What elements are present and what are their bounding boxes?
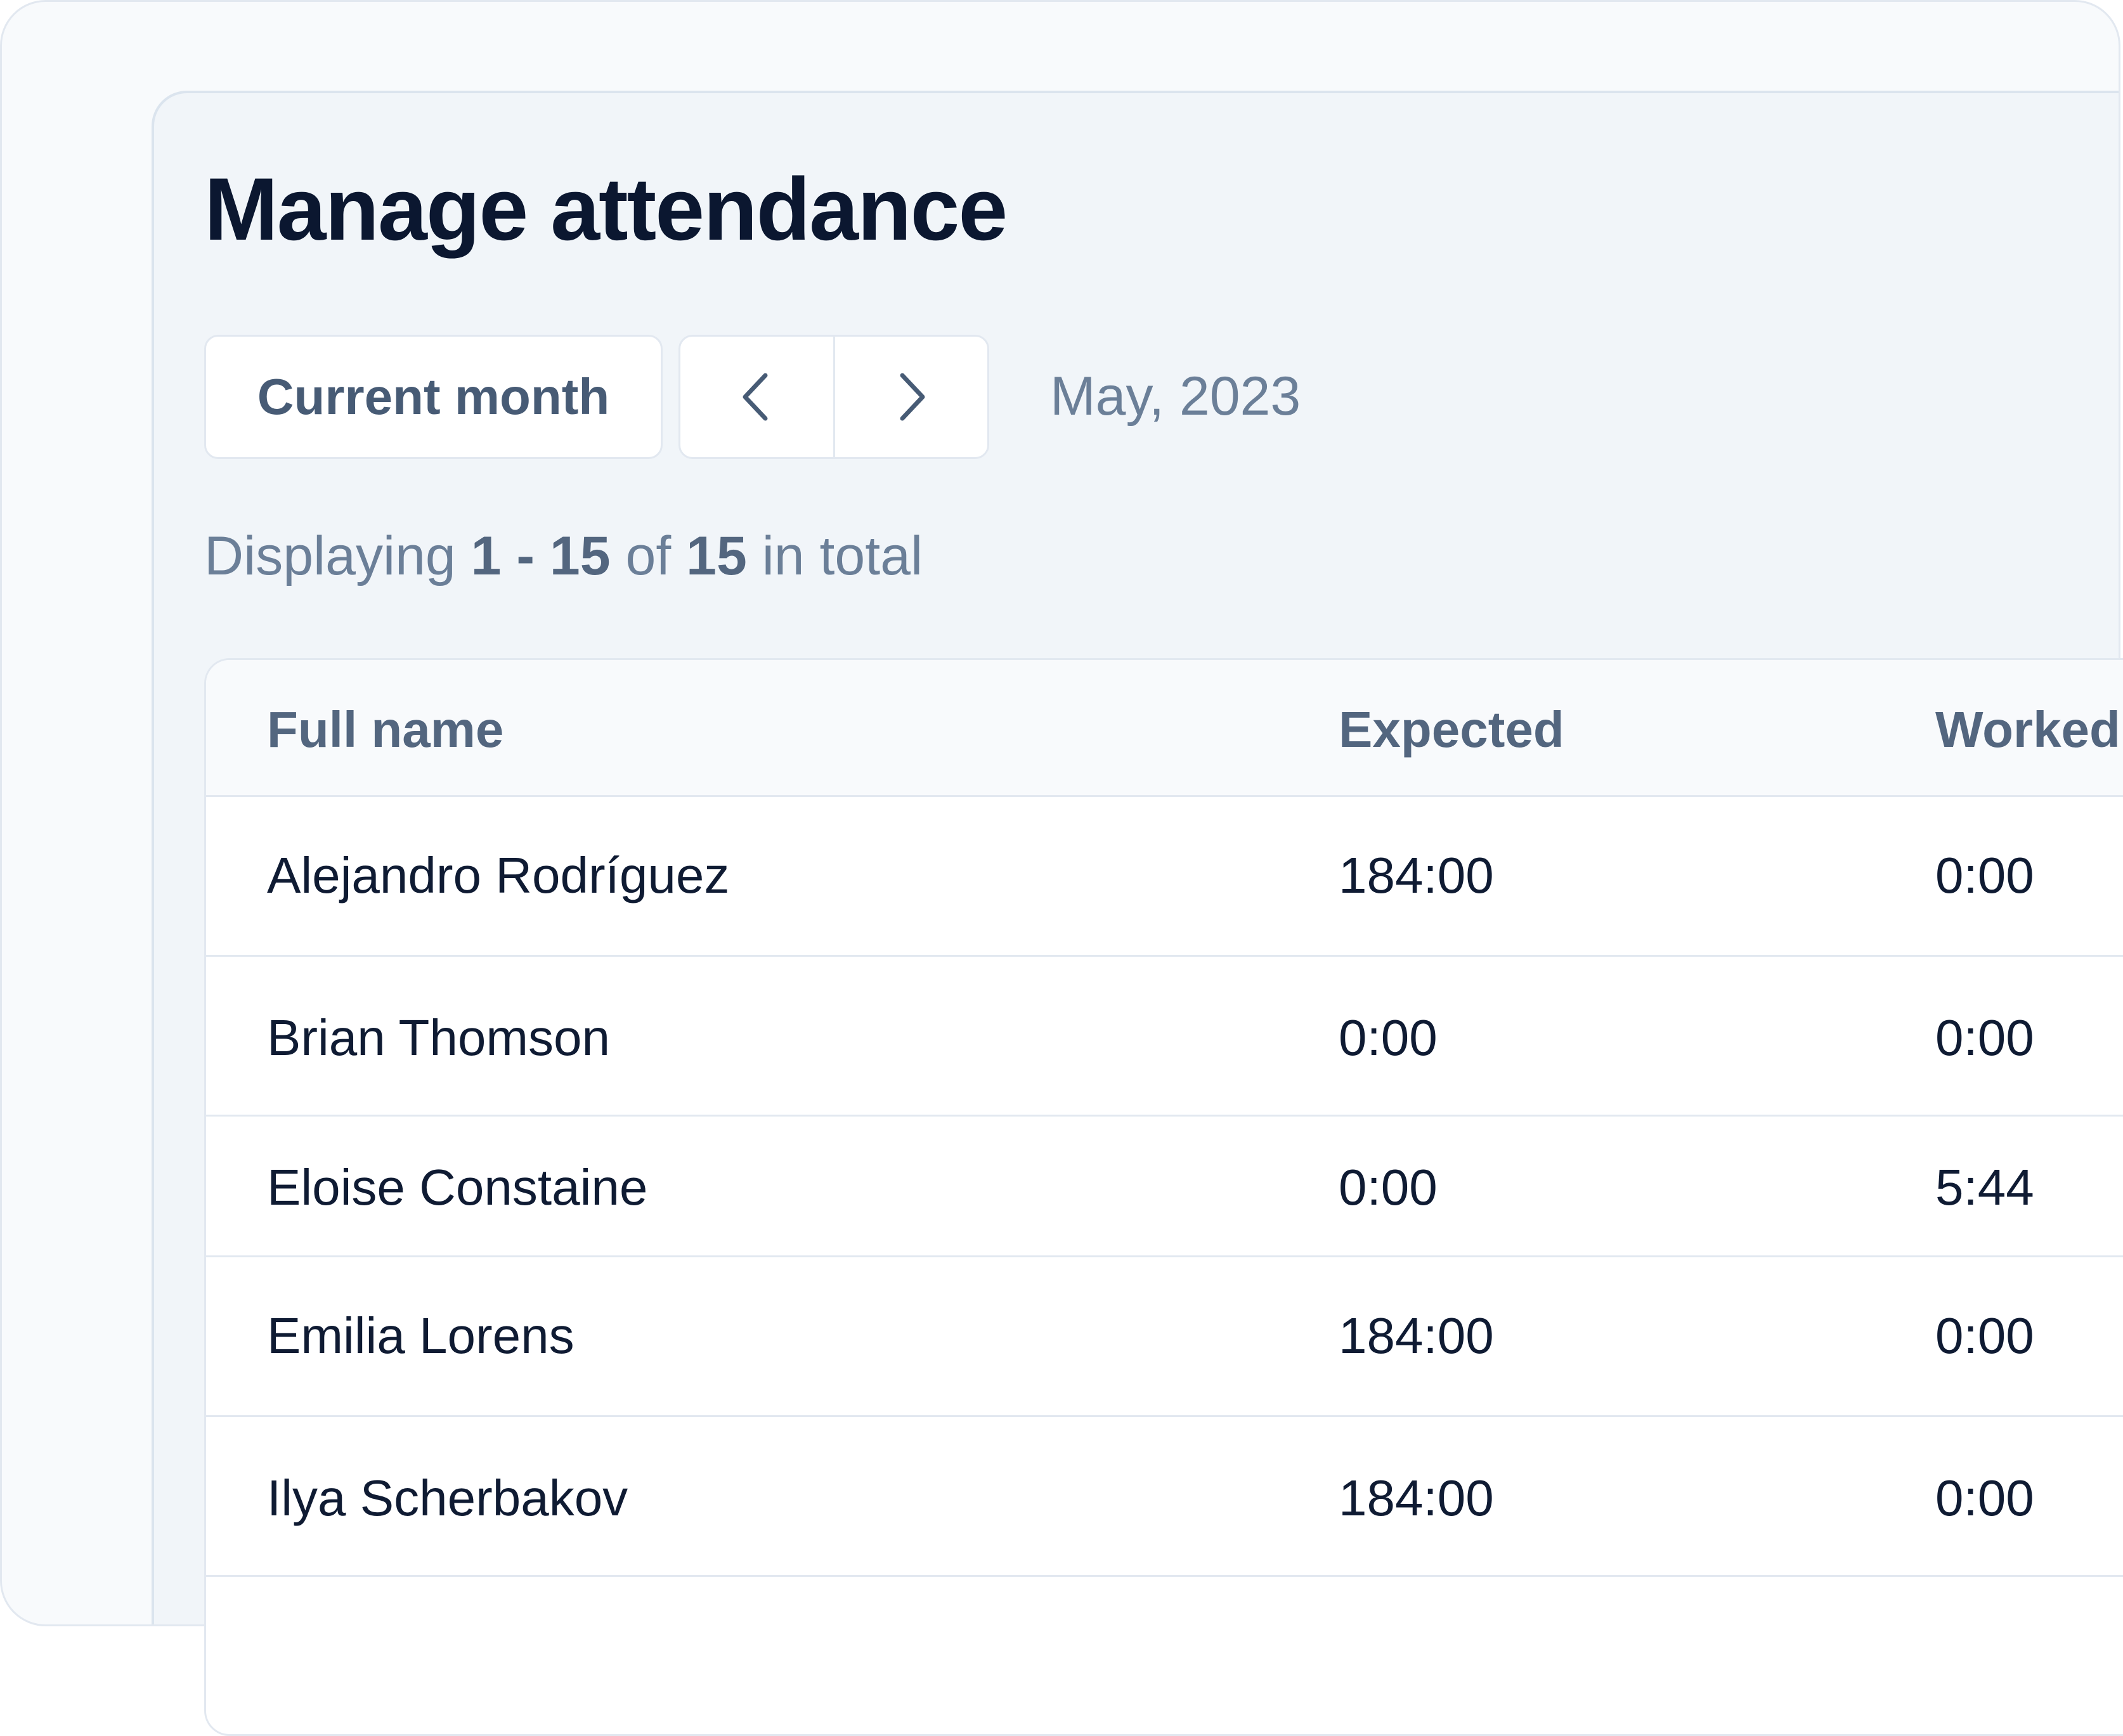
current-month-button[interactable]: Current month xyxy=(204,335,663,459)
cell-full-name: Alejandro Rodríguez xyxy=(267,847,730,904)
pagination-summary: Displaying 1 - 15 of 15 in total xyxy=(204,521,923,591)
cell-worked: 0:00 xyxy=(1935,1307,2034,1364)
previous-month-button[interactable] xyxy=(680,337,833,457)
cell-expected: 0:00 xyxy=(1339,1009,1438,1066)
table-row[interactable]: Eloise Constaine 0:00 5:44 xyxy=(206,1117,2123,1257)
next-month-button[interactable] xyxy=(833,337,988,457)
pagination-suffix: in total xyxy=(762,526,923,586)
cell-worked: 0:00 xyxy=(1935,1009,2034,1066)
cell-expected: 0:00 xyxy=(1339,1159,1438,1215)
table-row[interactable]: Emilia Lorens 184:00 0:00 xyxy=(206,1257,2123,1417)
cell-full-name: Ilya Scherbakov xyxy=(267,1470,628,1526)
pagination-range: 1 - 15 xyxy=(471,526,611,586)
cell-full-name: Eloise Constaine xyxy=(267,1159,648,1215)
cell-worked: 0:00 xyxy=(1935,1470,2034,1526)
table-row[interactable]: Ilya Scherbakov 184:00 0:00 xyxy=(206,1417,2123,1577)
chevron-right-icon xyxy=(900,373,925,421)
pagination-prefix: Displaying xyxy=(204,526,456,586)
attendance-table: Full name Expected Worked Alejandro Rodr… xyxy=(204,658,2123,1736)
cell-worked: 5:44 xyxy=(1935,1159,2034,1215)
table-header: Full name Expected Worked xyxy=(206,660,2123,797)
current-period-label: May, 2023 xyxy=(1050,366,1301,427)
column-header-expected[interactable]: Expected xyxy=(1339,701,1564,758)
month-navigation xyxy=(678,335,989,459)
chevron-left-icon xyxy=(743,373,768,421)
cell-expected: 184:00 xyxy=(1339,847,1494,904)
page-title: Manage attendance xyxy=(204,159,1008,259)
cell-full-name: Emilia Lorens xyxy=(267,1307,575,1364)
column-header-worked[interactable]: Worked xyxy=(1935,701,2120,758)
table-row[interactable]: Alejandro Rodríguez 184:00 0:00 xyxy=(206,797,2123,957)
pagination-of: of xyxy=(625,526,672,586)
cell-worked: 0:00 xyxy=(1935,847,2034,904)
table-row[interactable]: Brian Thomson 0:00 0:00 xyxy=(206,957,2123,1117)
column-header-full-name[interactable]: Full name xyxy=(267,701,504,758)
pagination-total: 15 xyxy=(686,526,747,586)
cell-expected: 184:00 xyxy=(1339,1307,1494,1364)
cell-expected: 184:00 xyxy=(1339,1470,1494,1526)
cell-full-name: Brian Thomson xyxy=(267,1009,611,1066)
